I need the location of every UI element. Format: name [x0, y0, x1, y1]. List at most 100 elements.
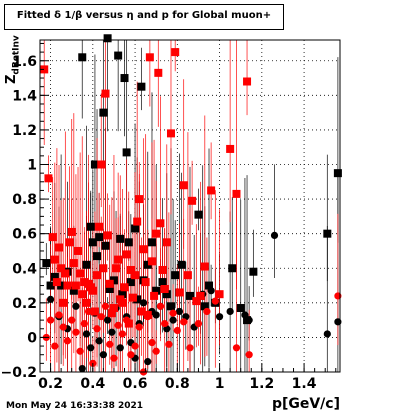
- data-point-square: [67, 227, 76, 236]
- data-point-circle: [99, 351, 107, 359]
- data-point-square: [86, 222, 95, 231]
- data-point-square: [57, 264, 66, 273]
- data-point-circle: [127, 351, 135, 359]
- data-point-square: [160, 285, 169, 293]
- data-point-square: [333, 169, 342, 178]
- data-point-square: [80, 278, 89, 287]
- data-point-circle: [173, 326, 181, 335]
- x-tick-label: 1.2: [249, 376, 274, 392]
- data-point-square: [200, 302, 209, 311]
- x-tick-label: 0.8: [165, 376, 190, 392]
- data-point-square: [50, 272, 59, 281]
- data-point-square: [118, 290, 127, 299]
- data-point-square: [232, 189, 241, 198]
- data-point-circle: [207, 287, 215, 295]
- data-point-circle: [72, 328, 80, 336]
- data-point-square: [124, 319, 133, 328]
- data-point-square: [126, 278, 135, 287]
- data-point-square: [147, 238, 156, 247]
- data-point-circle: [104, 316, 112, 324]
- data-point-square: [74, 246, 83, 255]
- data-point-circle: [152, 347, 160, 355]
- data-point-square: [82, 260, 91, 269]
- data-point-circle: [245, 316, 253, 324]
- data-point-circle: [80, 319, 88, 328]
- data-point-circle: [51, 342, 59, 350]
- data-point-square: [171, 271, 180, 280]
- y-axis-label-subscript: dBetInv: [11, 35, 22, 75]
- data-point-circle: [270, 231, 279, 239]
- data-point-square: [128, 293, 137, 302]
- data-point-square: [93, 271, 102, 280]
- data-point-circle: [95, 337, 103, 345]
- data-point-square: [122, 148, 131, 157]
- data-point-square: [205, 281, 214, 290]
- data-point-circle: [203, 307, 211, 316]
- data-point-square: [95, 233, 104, 242]
- data-point-square: [124, 238, 133, 247]
- data-point-circle: [82, 330, 91, 338]
- data-point-circle: [215, 313, 224, 321]
- data-point-circle: [63, 337, 72, 345]
- y-axis-label-main: Z: [4, 74, 19, 84]
- data-point-square: [122, 250, 131, 259]
- data-point-square: [76, 269, 85, 278]
- data-point-circle: [46, 316, 55, 324]
- data-point-circle: [114, 321, 122, 329]
- data-point-circle: [84, 307, 93, 316]
- data-point-circle: [156, 302, 165, 310]
- data-point-circle: [245, 351, 253, 359]
- data-point-circle: [97, 313, 105, 321]
- x-tick-label: 1.4: [292, 376, 317, 392]
- data-point-square: [101, 89, 110, 98]
- data-point-circle: [46, 295, 55, 303]
- data-point-square: [78, 53, 87, 62]
- data-point-square: [120, 74, 129, 83]
- data-point-circle: [211, 297, 219, 305]
- data-point-square: [147, 257, 156, 266]
- chart-title: Fitted δ 1/β versus η and p for Global m…: [16, 10, 272, 21]
- data-point-circle: [93, 325, 101, 333]
- data-point-square: [158, 278, 167, 287]
- data-point-square: [63, 281, 72, 290]
- data-point-square: [120, 283, 129, 292]
- data-point-square: [162, 238, 171, 247]
- data-point-square: [107, 309, 116, 318]
- data-point-circle: [323, 330, 331, 338]
- data-point-circle: [68, 316, 76, 324]
- data-point-square: [69, 286, 78, 295]
- data-point-square: [71, 281, 80, 290]
- data-point-square: [228, 264, 237, 273]
- data-point-square: [105, 279, 114, 288]
- data-point-square: [192, 297, 201, 306]
- data-point-square: [59, 298, 68, 307]
- data-point-circle: [55, 311, 63, 319]
- data-point-square: [154, 68, 163, 77]
- y-tick-label: 0.8: [12, 192, 37, 208]
- data-point-circle: [194, 319, 203, 328]
- data-point-square: [215, 290, 224, 299]
- data-point-circle: [87, 344, 95, 352]
- data-point-square: [61, 269, 70, 278]
- data-point-square: [196, 291, 205, 300]
- data-point-square: [40, 65, 49, 74]
- data-point-square: [118, 298, 127, 307]
- data-point-square: [133, 295, 142, 304]
- data-point-circle: [123, 316, 131, 324]
- data-point-square: [131, 224, 140, 233]
- data-point-square: [141, 278, 150, 287]
- data-point-square: [99, 264, 108, 273]
- data-point-square: [114, 255, 123, 264]
- data-point-circle: [226, 307, 234, 316]
- data-point-square: [50, 255, 59, 264]
- x-axis-label: p[GeV/c]: [271, 396, 340, 412]
- data-point-square: [243, 77, 252, 86]
- data-point-circle: [72, 302, 80, 310]
- data-point-circle: [180, 318, 188, 326]
- y-tick-label: −0.2: [0, 365, 37, 381]
- data-point-square: [162, 290, 171, 299]
- data-point-circle: [135, 323, 143, 331]
- data-point-square: [188, 196, 197, 205]
- data-point-square: [236, 304, 245, 313]
